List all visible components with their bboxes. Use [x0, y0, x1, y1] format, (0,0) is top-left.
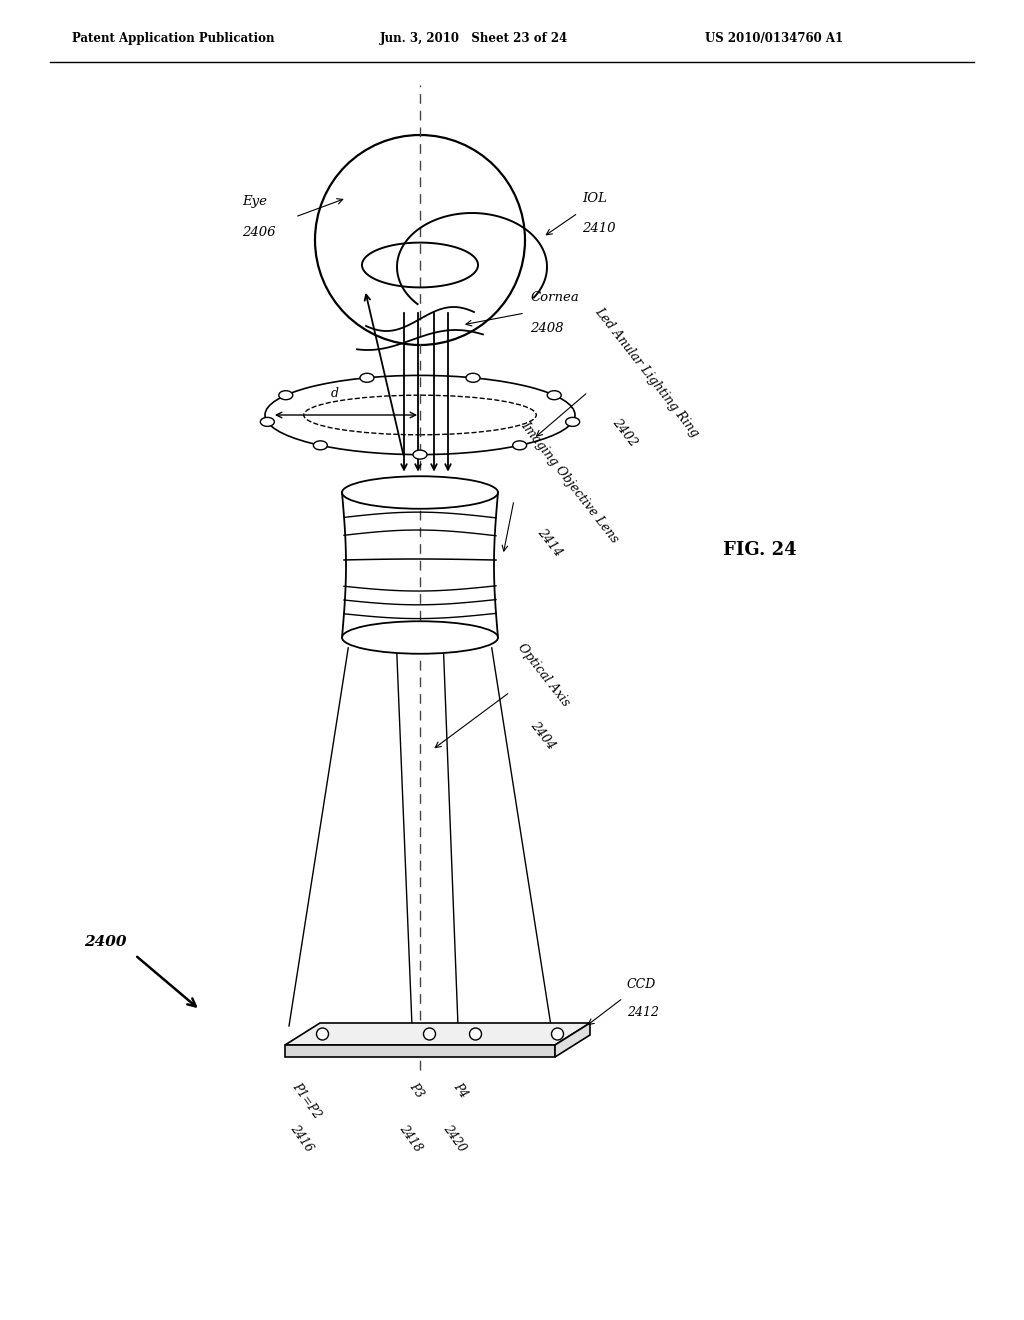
Text: 2404: 2404	[528, 718, 558, 751]
Text: 2414: 2414	[535, 525, 565, 558]
Text: 2408: 2408	[530, 322, 563, 334]
Text: Optical Axis: Optical Axis	[515, 642, 572, 709]
Ellipse shape	[342, 477, 498, 508]
Polygon shape	[285, 1045, 555, 1057]
Ellipse shape	[413, 450, 427, 459]
Ellipse shape	[513, 441, 526, 450]
Text: P1=P2: P1=P2	[290, 1080, 324, 1121]
Text: 2412: 2412	[627, 1006, 659, 1019]
Ellipse shape	[547, 391, 561, 400]
Text: Eye: Eye	[242, 195, 267, 209]
Ellipse shape	[360, 374, 374, 383]
Text: d: d	[331, 387, 339, 400]
Text: 2410: 2410	[582, 222, 615, 235]
Circle shape	[469, 1028, 481, 1040]
Text: P4: P4	[451, 1080, 470, 1100]
Polygon shape	[555, 1023, 590, 1057]
Text: 2416: 2416	[288, 1122, 316, 1154]
Text: 2406: 2406	[242, 226, 275, 239]
Text: P3: P3	[407, 1080, 426, 1100]
Circle shape	[552, 1028, 563, 1040]
Text: FIG. 24: FIG. 24	[723, 541, 797, 558]
Text: CCD: CCD	[627, 978, 656, 991]
Polygon shape	[285, 1023, 590, 1045]
Text: IOL: IOL	[582, 191, 607, 205]
Text: 2418: 2418	[397, 1122, 425, 1154]
Text: Cornea: Cornea	[530, 292, 579, 305]
Text: 2400: 2400	[84, 935, 126, 949]
Ellipse shape	[279, 391, 293, 400]
Ellipse shape	[260, 417, 274, 426]
Text: US 2010/0134760 A1: US 2010/0134760 A1	[705, 32, 843, 45]
Circle shape	[316, 1028, 329, 1040]
Text: Imaging Objective Lens: Imaging Objective Lens	[518, 418, 621, 545]
Circle shape	[424, 1028, 435, 1040]
Text: 2420: 2420	[441, 1122, 469, 1154]
Text: 2402: 2402	[610, 416, 640, 449]
Text: Led Anular Lighting Ring: Led Anular Lighting Ring	[592, 305, 701, 440]
Text: Jun. 3, 2010   Sheet 23 of 24: Jun. 3, 2010 Sheet 23 of 24	[380, 32, 568, 45]
Text: Patent Application Publication: Patent Application Publication	[72, 32, 274, 45]
Ellipse shape	[466, 374, 480, 383]
Ellipse shape	[342, 622, 498, 653]
Ellipse shape	[565, 417, 580, 426]
Ellipse shape	[313, 441, 328, 450]
